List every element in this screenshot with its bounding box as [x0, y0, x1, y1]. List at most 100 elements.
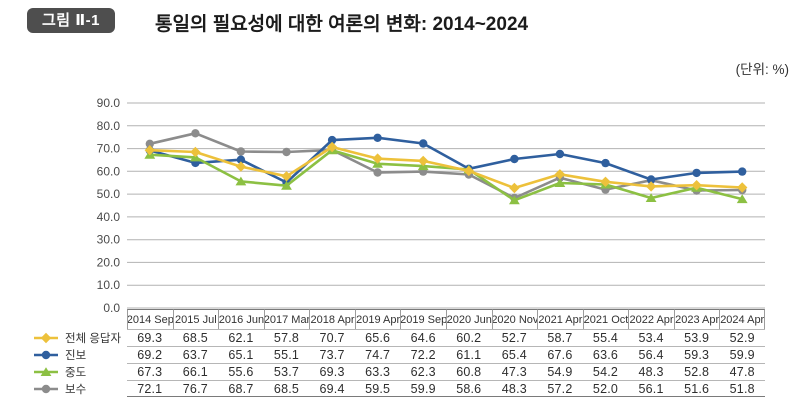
table-value-cell: 61.1 [446, 346, 492, 363]
table-value-cell: 62.1 [218, 329, 264, 346]
data-point-marker [554, 169, 566, 180]
data-point-marker [555, 149, 565, 159]
data-point-marker [372, 153, 383, 164]
table-value-cell: 59.3 [673, 346, 720, 363]
table-value-cell: 53.9 [673, 329, 720, 346]
table-value-cell: 69.3 [309, 363, 355, 380]
table-value-cell: 52.8 [673, 363, 720, 380]
table-value-cell: 69.3 [127, 329, 173, 346]
table-header-cell: 2024 Apr [719, 309, 765, 329]
data-table: 2014 Sep 2015 Jul 2016 Jun 2017 Mar 2018 Apr… [0, 309, 765, 397]
table-value-cell: 76.7 [172, 380, 219, 397]
table-value-cell: 55.6 [218, 363, 264, 380]
data-point-marker [373, 133, 382, 142]
table-value-cell: 67.3 [127, 363, 173, 380]
data-point-marker [600, 176, 611, 187]
chart-svg: 0.0 10.0 20.0 30.0 40.0 50.0 60.0 70.0 80.0 90.0 [97, 96, 765, 315]
legend-label: 보수 [65, 383, 87, 396]
table-value-cell: 54.9 [537, 363, 583, 380]
y-axis-tick-label: 80.0 [97, 119, 121, 133]
data-point-marker [281, 171, 292, 182]
table-value-cell: 70.7 [309, 329, 355, 346]
table-value-cell: 58.6 [446, 380, 492, 397]
table-value-cell: 55.4 [582, 329, 629, 346]
table-value-cell: 48.3 [628, 363, 674, 380]
data-point-marker [236, 147, 246, 156]
y-axis-tick-label: 10.0 [97, 278, 121, 292]
table-value-cell: 54.2 [582, 363, 629, 380]
legend-item: 중도 [0, 363, 127, 380]
legend-item: 진보 [0, 346, 127, 363]
y-axis-tick-label: 20.0 [97, 255, 121, 269]
series-line [149, 148, 743, 202]
table-value-cell: 58.7 [537, 329, 583, 346]
table-value-cell: 60.8 [446, 363, 492, 380]
data-point-marker [40, 332, 52, 343]
table-header-cell: 2020 Nov [491, 309, 538, 329]
legend-label: 진보 [65, 349, 87, 362]
table-value-cell: 48.3 [491, 380, 538, 397]
table-value-cell: 65.1 [218, 346, 264, 363]
legend-label: 전체 응답자 [65, 332, 122, 345]
data-point-marker [145, 139, 154, 148]
table-value-cell: 51.8 [719, 380, 765, 397]
table-value-cell: 74.7 [354, 346, 401, 363]
data-point-marker [554, 178, 566, 187]
data-point-marker [235, 161, 247, 172]
data-point-marker [327, 135, 337, 145]
table-value-cell: 53.4 [628, 329, 674, 346]
data-point-marker [692, 168, 701, 178]
table-value-cell: 52.7 [491, 329, 538, 346]
table-value-cell: 59.9 [719, 346, 765, 363]
y-axis-tick-label: 50.0 [97, 187, 121, 201]
table-header-cell: 2016 Jun [218, 309, 264, 329]
data-point-marker [41, 350, 51, 359]
data-point-marker [40, 366, 52, 376]
table-value-cell: 51.6 [673, 380, 720, 397]
table-value-cell: 67.6 [537, 346, 583, 363]
data-point-marker [235, 176, 247, 186]
y-axis-tick-label: 30.0 [97, 233, 121, 247]
data-point-marker [736, 194, 748, 204]
series-line [149, 136, 743, 184]
data-point-marker [738, 167, 747, 176]
data-point-marker [645, 181, 657, 192]
table-value-cell: 59.5 [354, 380, 401, 397]
table-header-cell: 2021 Oct [582, 309, 629, 329]
data-point-marker [601, 158, 610, 168]
table-value-cell: 69.4 [309, 380, 355, 397]
table-header-cell: 2019 Sep [400, 309, 446, 329]
table-header-cell: 2017 Mar [263, 309, 310, 329]
table-value-cell: 47.8 [719, 363, 765, 380]
table-value-cell: 64.6 [400, 329, 446, 346]
data-point-marker [282, 147, 291, 157]
data-point-marker [191, 129, 200, 138]
table-header-cell: 2023 Apr [673, 309, 720, 329]
table-value-cell: 63.7 [172, 346, 219, 363]
data-point-marker [236, 155, 246, 164]
legend-marker-diamond [34, 332, 58, 343]
legend-label: 중도 [65, 366, 87, 379]
table-value-cell: 73.7 [309, 346, 355, 363]
table-header-cell: 2020 Jun [446, 309, 492, 329]
y-axis-tick-label: 0.0 [103, 301, 120, 315]
figure-label-badge: 그림 Ⅱ-1 [27, 8, 115, 33]
legend-item: 보수 [0, 380, 127, 397]
table-value-cell: 69.2 [127, 346, 173, 363]
table-value-cell: 56.1 [628, 380, 674, 397]
table-value-cell: 65.4 [491, 346, 538, 363]
table-header-cell: 2021 Apr [537, 309, 583, 329]
series-line [149, 145, 743, 190]
table-value-cell: 56.4 [628, 346, 674, 363]
legend-item: 전체 응답자 [0, 329, 127, 346]
table-value-cell: 62.3 [400, 363, 446, 380]
legend-marker-triangle [34, 366, 58, 376]
y-axis-tick-label: 90.0 [97, 96, 121, 110]
y-axis-tick-label: 40.0 [97, 210, 121, 224]
data-point-marker [463, 165, 474, 177]
data-point-marker [281, 180, 292, 190]
data-point-marker [41, 384, 51, 393]
table-value-cell: 57.8 [263, 329, 310, 346]
data-point-marker [509, 195, 520, 205]
table-value-cell: 53.7 [263, 363, 310, 380]
